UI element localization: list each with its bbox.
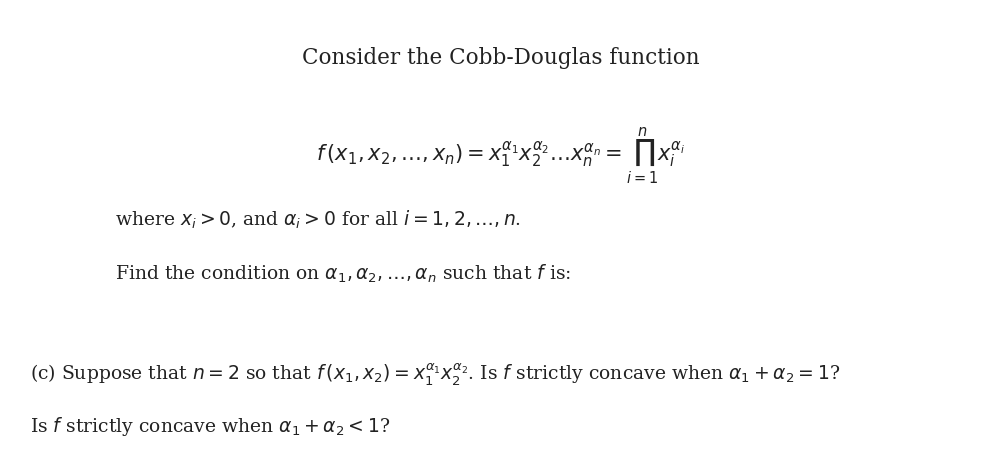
Text: (c) Suppose that $n = 2$ so that $f\,(x_1, x_2) = x_1^{\alpha_1} x_2^{\alpha_2}$: (c) Suppose that $n = 2$ so that $f\,(x_… — [30, 361, 840, 387]
Text: Find the condition on $\alpha_1, \alpha_2, \ldots, \alpha_n$ such that $f$ is:: Find the condition on $\alpha_1, \alpha_… — [115, 263, 572, 285]
Text: Consider the Cobb-Douglas function: Consider the Cobb-Douglas function — [301, 47, 700, 69]
Text: where $x_i > 0$, and $\alpha_i > 0$ for all $i = 1, 2, \ldots, n$.: where $x_i > 0$, and $\alpha_i > 0$ for … — [115, 209, 522, 231]
Text: $f\,(x_1, x_2, \ldots, x_n) = x_1^{\alpha_1} x_2^{\alpha_2} \ldots x_n^{\alpha_n: $f\,(x_1, x_2, \ldots, x_n) = x_1^{\alph… — [316, 126, 685, 186]
Text: Is $f$ strictly concave when $\alpha_1 + \alpha_2 < 1$?: Is $f$ strictly concave when $\alpha_1 +… — [30, 415, 390, 438]
